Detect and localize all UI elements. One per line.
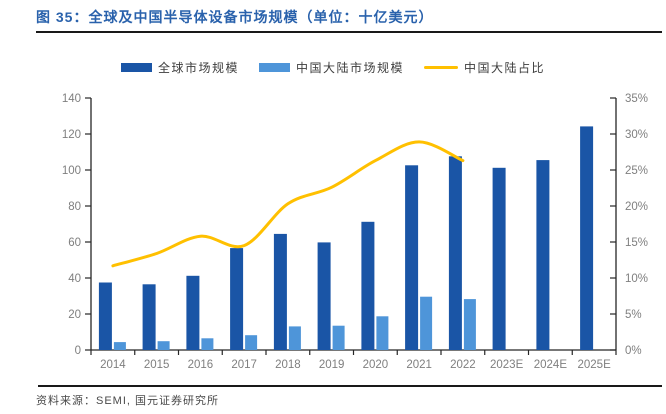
legend-label-ratio: 中国大陆占比 [464,61,546,75]
bar-global-2020 [361,221,375,350]
bar-china-2020 [376,316,389,350]
ratio-line-swatch-icon [424,66,458,69]
global-bar-swatch-icon [120,63,152,72]
left-axis-label: 100 [62,165,81,177]
right-axis-label: 20% [625,201,648,213]
bar-global-2024E [536,160,550,350]
x-axis-label: 2022 [450,359,476,371]
bar-china-2017 [245,335,258,350]
legend-item-global: 全球市场规模 [120,59,239,76]
x-axis-label: 2018 [275,359,301,371]
combo-chart: 0 20 40 60 80 100 120 140 0% 5% 10% 15% 20% 25% 30% 35%… [62,93,648,371]
bar-china-2014 [113,342,126,350]
bar-global-2017 [230,248,244,350]
right-axis-label: 30% [625,129,648,141]
left-axis-label: 120 [62,129,81,141]
left-axis-label: 140 [62,93,81,105]
x-axis-label: 2024E [534,359,568,371]
x-axis-label: 2019 [319,359,345,371]
figure-title: 图 35：全球及中国半导体设备市场规模（单位：十亿美元） [36,9,434,25]
left-axis-label: 20 [68,309,81,321]
right-axis-label: 5% [625,309,642,321]
bar-china-2019 [332,325,345,350]
left-axis-label: 40 [68,273,81,285]
left-axis-label: 0 [75,345,81,357]
bar-global-2014 [98,282,112,350]
right-axis-label: 35% [625,93,648,105]
x-axis-label: 2015 [144,359,170,371]
bar-china-2018 [288,326,301,350]
bar-china-2015 [157,341,170,350]
legend-item-china: 中国大陆市场规模 [258,59,404,76]
footer-rule [38,385,662,387]
source-note: 资料来源：SEMI, 国元证券研究所 [36,395,220,407]
bar-global-2021 [405,165,419,350]
right-axis-label: 10% [625,273,648,285]
title-rule [36,31,662,33]
right-axis-label: 15% [625,237,648,249]
bar-global-2016 [186,275,200,350]
bar-china-2021 [420,296,433,350]
china-bar-swatch-icon [258,63,290,72]
right-axis-label: 25% [625,165,648,177]
x-axis-label: 2021 [406,359,432,371]
x-axis-label: 2023E [490,359,524,371]
x-axis-label: 2020 [363,359,389,371]
legend-item-ratio: 中国大陆占比 [424,59,545,76]
bar-global-2022 [448,156,462,350]
bar-global-2023E [492,167,506,350]
bar-global-2015 [142,284,156,350]
bar-global-2019 [317,242,331,350]
bar-china-2022 [463,299,476,350]
global-bars-series [98,126,594,351]
bar-china-2016 [201,338,214,350]
bar-global-2025E [580,126,594,351]
legend-label-global: 全球市场规模 [157,61,239,75]
legend-label-china: 中国大陆市场规模 [295,61,404,75]
chart-area: 0 20 40 60 80 100 120 140 0% 5% 10% 15% 20% 25% 30% 35%… [0,85,666,380]
x-axis-label: 2014 [100,359,126,371]
x-axis-label: 2017 [231,359,257,371]
left-axis-label: 60 [68,237,81,249]
bar-global-2018 [273,233,287,350]
x-axis-label: 2016 [188,359,214,371]
left-axis-label: 80 [68,201,81,213]
chart-legend: 全球市场规模 中国大陆市场规模 中国大陆占比 [0,59,666,76]
ratio-line [111,140,465,268]
china-bars-series [113,296,476,350]
right-axis-label: 0% [625,345,642,357]
x-axis-label: 2025E [577,359,611,371]
